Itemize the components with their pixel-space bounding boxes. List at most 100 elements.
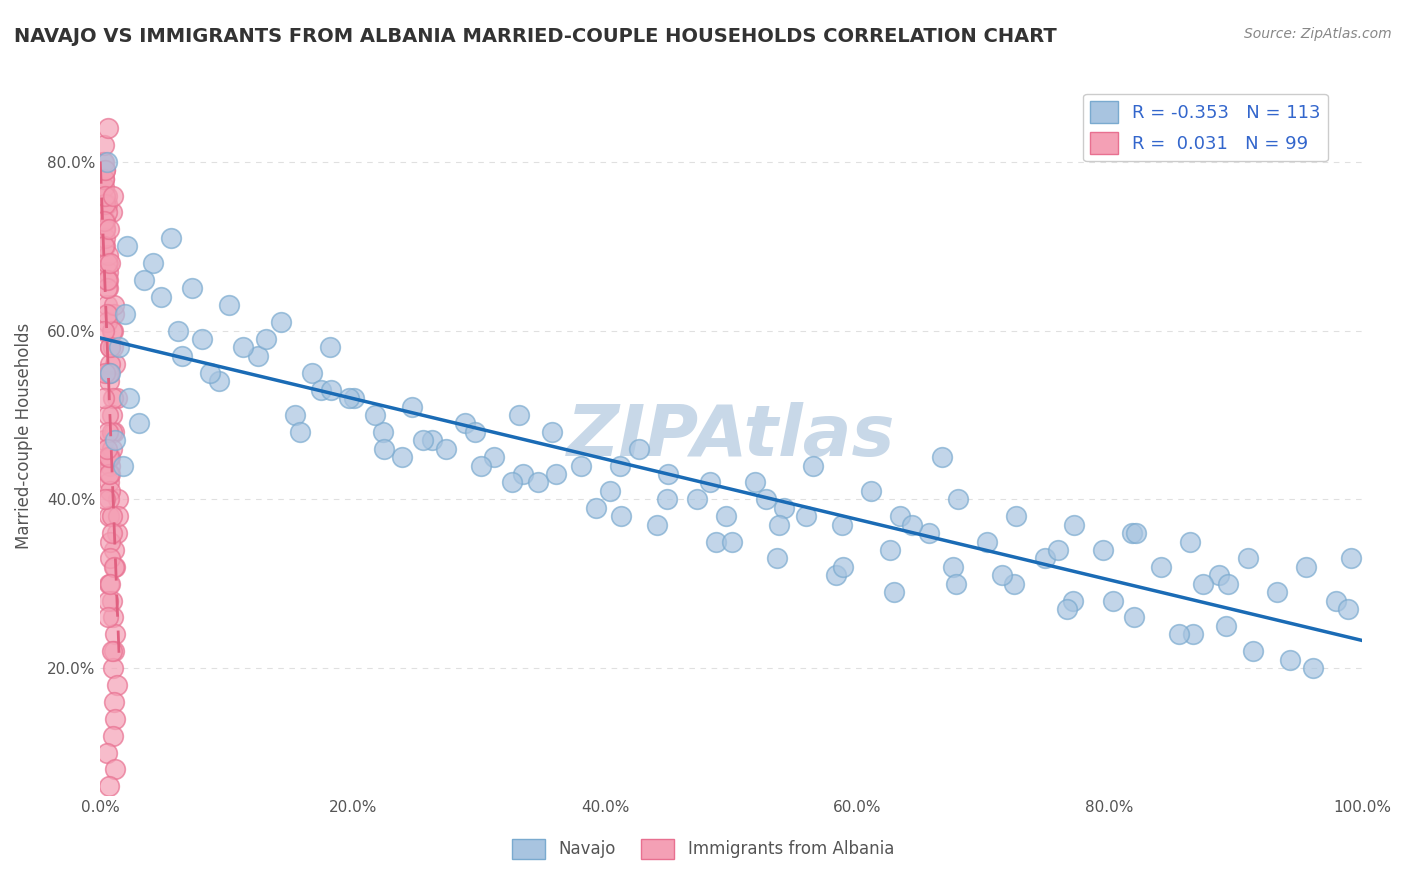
Point <box>254 332 277 346</box>
Point <box>686 492 709 507</box>
Text: NAVAJO VS IMMIGRANTS FROM ALBANIA MARRIED-COUPLE HOUSEHOLDS CORRELATION CHART: NAVAJO VS IMMIGRANTS FROM ALBANIA MARRIE… <box>14 27 1057 45</box>
Point <box>191 332 214 346</box>
Point <box>96 298 118 312</box>
Point <box>98 467 121 481</box>
Point <box>94 239 117 253</box>
Point <box>94 492 117 507</box>
Point <box>585 500 607 515</box>
Point <box>93 171 115 186</box>
Point <box>1125 526 1147 541</box>
Point <box>391 450 413 465</box>
Point <box>1150 559 1173 574</box>
Point <box>104 434 127 448</box>
Point <box>744 475 766 490</box>
Point <box>773 500 796 515</box>
Point <box>860 483 883 498</box>
Point <box>599 483 621 498</box>
Point <box>1122 610 1144 624</box>
Point <box>100 324 122 338</box>
Point <box>1243 644 1265 658</box>
Point <box>108 341 131 355</box>
Point <box>97 610 120 624</box>
Point <box>569 458 592 473</box>
Point <box>134 273 156 287</box>
Point <box>98 475 121 490</box>
Point <box>794 509 817 524</box>
Point <box>98 374 121 388</box>
Point <box>1102 593 1125 607</box>
Point <box>97 425 120 439</box>
Point <box>704 534 727 549</box>
Point <box>98 366 121 380</box>
Point <box>96 188 118 202</box>
Point <box>1208 568 1230 582</box>
Point <box>96 256 118 270</box>
Point <box>98 341 121 355</box>
Point <box>512 467 534 481</box>
Point <box>1002 576 1025 591</box>
Point <box>98 483 121 498</box>
Point <box>98 450 121 465</box>
Point <box>942 559 965 574</box>
Point <box>627 442 650 456</box>
Point <box>657 467 679 481</box>
Point <box>98 534 121 549</box>
Point <box>1192 576 1215 591</box>
Point <box>420 434 443 448</box>
Point <box>97 593 120 607</box>
Point <box>98 366 121 380</box>
Point <box>991 568 1014 582</box>
Point <box>883 585 905 599</box>
Point <box>98 256 121 270</box>
Point <box>1033 551 1056 566</box>
Point <box>301 366 323 380</box>
Point <box>101 661 124 675</box>
Point <box>610 509 633 524</box>
Point <box>527 475 550 490</box>
Point <box>401 400 423 414</box>
Point <box>309 383 332 397</box>
Point <box>101 729 124 743</box>
Point <box>198 366 221 380</box>
Point <box>208 374 231 388</box>
Point <box>97 121 120 136</box>
Point <box>97 256 120 270</box>
Point <box>104 357 127 371</box>
Point <box>270 315 292 329</box>
Point <box>1267 585 1289 599</box>
Point <box>96 205 118 219</box>
Point <box>118 391 141 405</box>
Point <box>1218 576 1240 591</box>
Point <box>104 559 127 574</box>
Point <box>470 458 492 473</box>
Point <box>1005 509 1028 524</box>
Point <box>115 239 138 253</box>
Point <box>1181 627 1204 641</box>
Point <box>93 214 115 228</box>
Point <box>97 450 120 465</box>
Point <box>100 442 122 456</box>
Point <box>94 222 117 236</box>
Point <box>96 746 118 760</box>
Point <box>93 239 115 253</box>
Point <box>1337 602 1360 616</box>
Point <box>93 154 115 169</box>
Point <box>1168 627 1191 641</box>
Point <box>101 188 124 202</box>
Point <box>373 442 395 456</box>
Legend: Navajo, Immigrants from Albania: Navajo, Immigrants from Albania <box>505 832 901 866</box>
Point <box>434 442 457 456</box>
Point <box>96 307 118 321</box>
Point <box>609 458 631 473</box>
Point <box>98 509 121 524</box>
Point <box>100 526 122 541</box>
Point <box>98 576 121 591</box>
Point <box>160 231 183 245</box>
Point <box>98 492 121 507</box>
Point <box>100 425 122 439</box>
Point <box>544 467 567 481</box>
Point <box>128 417 150 431</box>
Point <box>900 517 922 532</box>
Point <box>714 509 737 524</box>
Point <box>91 154 114 169</box>
